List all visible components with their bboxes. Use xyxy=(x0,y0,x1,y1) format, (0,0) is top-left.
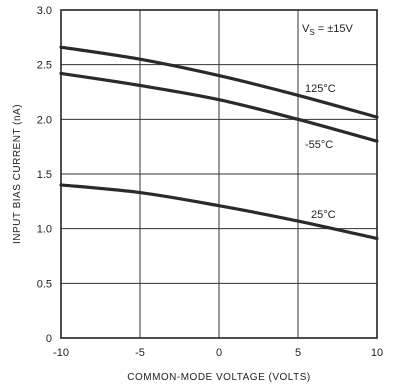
x-tick-label: 10 xyxy=(371,347,383,359)
y-tick-label: 0.5 xyxy=(37,278,52,290)
x-tick-label: 5 xyxy=(295,347,301,359)
annotation-subscript: S xyxy=(309,28,314,37)
supply-voltage-annotation: VS = ±15V xyxy=(302,23,353,37)
y-tick-labels: 0 0.5 1.0 1.5 2.0 2.5 3.0 xyxy=(37,5,52,345)
x-tick-label: -10 xyxy=(53,347,69,359)
plot-frame xyxy=(60,9,378,339)
curves xyxy=(59,45,379,241)
series-label-background xyxy=(302,81,340,95)
series-label: 125°C xyxy=(305,83,336,95)
series-label-background xyxy=(308,207,346,221)
grid xyxy=(60,9,378,339)
y-tick-label: 1.0 xyxy=(37,224,52,236)
x-tick-label: 0 xyxy=(216,347,222,359)
y-tick-label: 1.5 xyxy=(37,169,52,181)
series-label: 25°C xyxy=(311,209,336,221)
y-tick-label: 0 xyxy=(46,333,52,345)
series-line-2 xyxy=(59,183,379,241)
annotation-prefix: V xyxy=(302,23,310,35)
x-axis-label: COMMON-MODE VOLTAGE (VOLTS) xyxy=(127,372,311,383)
series-label: -55°C xyxy=(305,139,333,151)
x-tick-label: -5 xyxy=(135,347,145,359)
series-labels: 125°C -55°C 25°C xyxy=(302,81,346,221)
y-tick-label: 2.5 xyxy=(37,60,52,72)
y-axis-label: INPUT BIAS CURRENT (nA) xyxy=(12,104,23,244)
y-tick-label: 3.0 xyxy=(37,5,52,17)
x-tick-labels: -10 -5 0 5 10 xyxy=(53,347,383,359)
series-line-0 xyxy=(59,45,379,119)
series-line-1 xyxy=(59,71,379,143)
annotation-suffix: = ±15V xyxy=(315,23,354,35)
y-tick-label: 2.0 xyxy=(37,114,52,126)
series-label-background xyxy=(302,137,340,151)
